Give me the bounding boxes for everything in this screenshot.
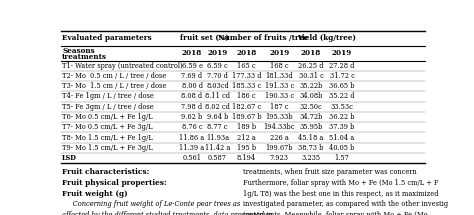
Text: 0.561: 0.561	[182, 154, 201, 162]
Text: 6.59 e: 6.59 e	[182, 62, 202, 70]
Text: 8.02 cd: 8.02 cd	[205, 103, 230, 111]
Text: investigated parameter, as compared with the other investig: investigated parameter, as compared with…	[243, 200, 448, 209]
Text: 190.33 c: 190.33 c	[265, 92, 294, 100]
Text: 27.28 d: 27.28 d	[329, 62, 355, 70]
Text: 168 c: 168 c	[270, 62, 289, 70]
Text: Evaluated parameters: Evaluated parameters	[62, 34, 152, 42]
Text: 8.00 d: 8.00 d	[182, 82, 202, 90]
Text: Concerning fruit weight of Le-Conte pear trees as: Concerning fruit weight of Le-Conte pear…	[62, 200, 240, 209]
Text: 38.73 b: 38.73 b	[299, 144, 324, 152]
Text: 226 a: 226 a	[270, 134, 289, 141]
Text: 7.98 d: 7.98 d	[182, 103, 202, 111]
Text: 30.31 c: 30.31 c	[299, 72, 324, 80]
Text: 195 b: 195 b	[237, 144, 256, 152]
Text: 31.72 c: 31.72 c	[329, 72, 355, 80]
Text: 0.587: 0.587	[208, 154, 227, 162]
Text: 165 c: 165 c	[237, 62, 256, 70]
Text: 34.08b: 34.08b	[300, 92, 323, 100]
Text: 8.08 d: 8.08 d	[182, 92, 202, 100]
Text: 11.39 a: 11.39 a	[179, 144, 205, 152]
Text: 3.235: 3.235	[301, 154, 321, 162]
Text: treatments, when fruit size parameter was concern: treatments, when fruit size parameter wa…	[243, 168, 417, 176]
Text: Fruit physical properties:: Fruit physical properties:	[62, 179, 167, 187]
Text: Number of fruits /tree: Number of fruits /tree	[218, 34, 308, 42]
Text: 11.42 a: 11.42 a	[205, 144, 230, 152]
Text: T7- Mo 0.5 cm/L + Fe 3g/L: T7- Mo 0.5 cm/L + Fe 3g/L	[62, 123, 153, 131]
Text: 35.22b: 35.22b	[300, 82, 323, 90]
Text: Yield (kg/tree): Yield (kg/tree)	[297, 34, 356, 42]
Text: 212 a: 212 a	[237, 134, 256, 141]
Text: LSD: LSD	[62, 154, 77, 162]
Text: 185.33 c: 185.33 c	[232, 82, 261, 90]
Text: 186 c: 186 c	[237, 92, 256, 100]
Text: 9.64 b: 9.64 b	[207, 113, 228, 121]
Text: 195.33b: 195.33b	[265, 113, 293, 121]
Text: T1- Water spray (untreated control): T1- Water spray (untreated control)	[62, 62, 183, 70]
Text: 34.72b: 34.72b	[300, 113, 323, 121]
Text: 9.62 b: 9.62 b	[182, 113, 203, 121]
Text: 191.33 c: 191.33 c	[264, 82, 294, 90]
Text: 36.22 b: 36.22 b	[329, 113, 355, 121]
Text: 11.93a: 11.93a	[206, 134, 229, 141]
Text: 11.86 a: 11.86 a	[179, 134, 205, 141]
Text: affected by the different studied treatments, data presented in: affected by the different studied treatm…	[62, 211, 273, 215]
Text: 189 b: 189 b	[237, 123, 256, 131]
Text: 1g/L T8) was the best one in this respect, as it maximized: 1g/L T8) was the best one in this respec…	[243, 190, 438, 198]
Text: T6- Mo 0.5 cm/L + Fe 1g/L: T6- Mo 0.5 cm/L + Fe 1g/L	[62, 113, 153, 121]
Text: 51.04 a: 51.04 a	[329, 134, 355, 141]
Text: 199.67b: 199.67b	[265, 144, 293, 152]
Text: 2018: 2018	[301, 49, 321, 57]
Text: 7.69 d: 7.69 d	[182, 72, 202, 80]
Text: fruit set (%): fruit set (%)	[180, 34, 229, 42]
Text: 40.05 b: 40.05 b	[329, 144, 355, 152]
Text: 189.67 b: 189.67 b	[232, 113, 261, 121]
Text: 177.33 d: 177.33 d	[232, 72, 261, 80]
Text: 2018: 2018	[237, 49, 257, 57]
Text: treatments. Meanwhile, foliar spray with Mo + Fe (Mo: treatments. Meanwhile, foliar spray with…	[243, 211, 428, 215]
Text: 45.18 a: 45.18 a	[299, 134, 324, 141]
Text: 8.03cd: 8.03cd	[206, 82, 229, 90]
Text: 8.11 cd: 8.11 cd	[205, 92, 230, 100]
Text: Fruit characteristics:: Fruit characteristics:	[62, 168, 150, 176]
Text: 187 c: 187 c	[270, 103, 289, 111]
Text: Furthermore, foliar spray with Mo + Fe (Mo 1.5 cm/L + F: Furthermore, foliar spray with Mo + Fe (…	[243, 179, 438, 187]
Text: 36.65 b: 36.65 b	[329, 82, 355, 90]
Text: 2018: 2018	[182, 49, 202, 57]
Text: 8.77 c: 8.77 c	[207, 123, 228, 131]
Text: T8- Mo 1.5 cm/L + Fe 1g/L: T8- Mo 1.5 cm/L + Fe 1g/L	[62, 134, 153, 141]
Text: 181.33d: 181.33d	[265, 72, 293, 80]
Text: 35.22 d: 35.22 d	[329, 92, 355, 100]
Text: 8.76 c: 8.76 c	[182, 123, 202, 131]
Text: 2019: 2019	[332, 49, 352, 57]
Text: 32.50c: 32.50c	[300, 103, 322, 111]
Text: 8.194: 8.194	[237, 154, 256, 162]
Text: T4- Fe 1gm / L / tree / dose: T4- Fe 1gm / L / tree / dose	[62, 92, 154, 100]
Text: 182.67 c: 182.67 c	[232, 103, 261, 111]
Text: T9- Mo 1.5 cm/L + Fe 3g/L: T9- Mo 1.5 cm/L + Fe 3g/L	[62, 144, 153, 152]
Text: 2019: 2019	[207, 49, 228, 57]
Text: 35.95b: 35.95b	[300, 123, 323, 131]
Text: Fruit weight (g): Fruit weight (g)	[62, 190, 128, 198]
Text: T2- Mo  0.5 cm / L / tree / dose: T2- Mo 0.5 cm / L / tree / dose	[62, 72, 166, 80]
Text: 26.25 d: 26.25 d	[298, 62, 324, 70]
Text: Seasons: Seasons	[62, 47, 95, 55]
Text: 6.59 c: 6.59 c	[207, 62, 228, 70]
Text: T5- Fe 3gm / L / tree / dose: T5- Fe 3gm / L / tree / dose	[62, 103, 154, 111]
Text: treatments: treatments	[62, 53, 107, 61]
Text: 1.57: 1.57	[335, 154, 349, 162]
Text: T3- Mo  1.5 cm / L / tree / dose: T3- Mo 1.5 cm / L / tree / dose	[62, 82, 166, 90]
Text: 33.53c: 33.53c	[330, 103, 354, 111]
Text: 2019: 2019	[269, 49, 290, 57]
Text: 7.923: 7.923	[270, 154, 289, 162]
Text: 194.33bc: 194.33bc	[264, 123, 295, 131]
Text: 7.70 d: 7.70 d	[207, 72, 228, 80]
Text: 37.39 b: 37.39 b	[329, 123, 355, 131]
